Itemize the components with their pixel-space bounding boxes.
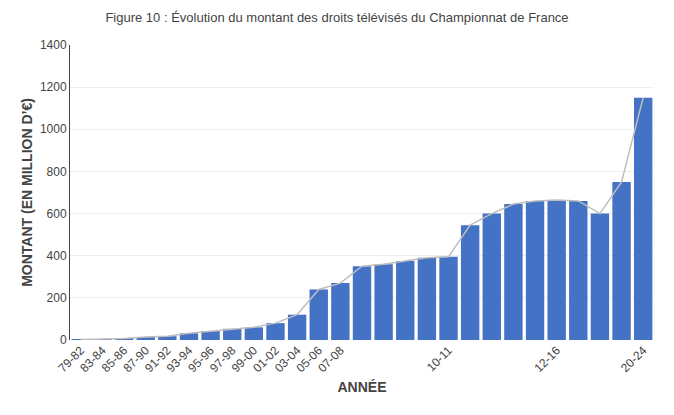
svg-text:91-92: 91-92: [142, 343, 174, 375]
svg-text:200: 200: [47, 291, 67, 305]
svg-text:95-96: 95-96: [185, 343, 217, 375]
svg-text:03-04: 03-04: [272, 343, 304, 375]
svg-text:800: 800: [47, 165, 67, 179]
svg-text:93-94: 93-94: [164, 343, 196, 375]
svg-text:MONTANT (EN MILLION D’€): MONTANT (EN MILLION D’€): [19, 98, 35, 287]
svg-text:97-98: 97-98: [207, 343, 239, 375]
svg-text:79-82: 79-82: [56, 343, 88, 375]
svg-text:07-08: 07-08: [315, 343, 347, 375]
svg-text:87-90: 87-90: [120, 343, 152, 375]
svg-text:85-86: 85-86: [99, 343, 131, 375]
svg-text:05-06: 05-06: [293, 343, 325, 375]
svg-text:1000: 1000: [40, 122, 67, 136]
svg-text:99-00: 99-00: [229, 343, 261, 375]
svg-text:600: 600: [47, 207, 67, 221]
svg-text:Figure 10 : Évolution du monta: Figure 10 : Évolution du montant des dro…: [105, 10, 568, 25]
svg-text:0: 0: [60, 333, 67, 347]
svg-text:83-84: 83-84: [77, 343, 109, 375]
svg-text:01-02: 01-02: [250, 343, 282, 375]
svg-text:ANNÉE: ANNÉE: [337, 379, 386, 395]
svg-text:1400: 1400: [40, 38, 67, 52]
svg-text:1200: 1200: [40, 80, 67, 94]
svg-text:10-11: 10-11: [424, 343, 455, 374]
svg-text:12-16: 12-16: [531, 343, 563, 375]
svg-text:20-24: 20-24: [618, 343, 650, 375]
svg-text:400: 400: [47, 249, 67, 263]
